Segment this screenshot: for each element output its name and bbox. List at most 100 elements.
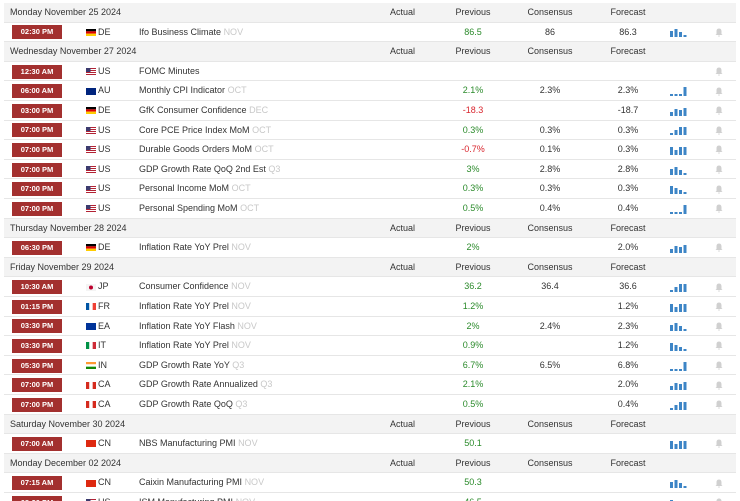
consensus: 6.5% — [539, 359, 561, 370]
event-title: Durable Goods Orders MoM — [139, 144, 253, 155]
country: DE — [98, 242, 111, 253]
bell-icon[interactable] — [715, 165, 723, 174]
event-period: NOV — [231, 301, 251, 311]
event-row: 07:00 PM US Durable Goods Orders MoM OCT -0… — [4, 140, 736, 160]
event-name: FOMC Minutes — [139, 62, 200, 82]
previous: 1.2% — [462, 301, 484, 311]
forecast: 0.3% — [617, 124, 639, 135]
flag — [86, 185, 96, 193]
consensus: 36.4 — [541, 281, 559, 292]
event-period: Q3 — [268, 163, 281, 174]
forecast: 36.6 — [619, 281, 637, 292]
mini-chart — [670, 146, 687, 155]
event-row: 12:30 AM US FOMC Minutes — [4, 62, 736, 82]
consensus: 2.8% — [539, 163, 561, 174]
bell-icon[interactable] — [715, 185, 723, 194]
country: DE — [98, 26, 111, 37]
country: CN — [98, 438, 111, 449]
event-row: 03:30 PM EA Inflation Rate YoY Flash NOV 2%… — [4, 317, 736, 337]
country: FR — [98, 301, 110, 311]
column-header: Actual — [390, 46, 416, 57]
bell-icon[interactable] — [715, 204, 723, 213]
column-header: Forecast — [610, 261, 646, 272]
event-title: GDP Growth Rate YoY — [139, 359, 230, 370]
column-header: Actual — [390, 222, 416, 233]
event-period: NOV — [244, 477, 265, 488]
bell-icon[interactable] — [715, 28, 723, 37]
event-name: GDP Growth Rate Annualized Q3 — [139, 375, 272, 395]
bell-icon[interactable] — [715, 400, 723, 409]
mini-chart — [670, 323, 687, 332]
consensus: 0.3% — [539, 183, 561, 194]
event-name: Personal Spending MoM OCT — [139, 199, 259, 219]
event-name: Inflation Rate YoY Flash NOV — [139, 317, 257, 337]
event-row: 07:00 PM CA GDP Growth Rate QoQ Q3 0.5% 0.4% — [4, 395, 736, 415]
bell-icon[interactable] — [715, 498, 723, 501]
event-row: 07:00 PM CA GDP Growth Rate Annualized Q3 2… — [4, 375, 736, 395]
bell-icon[interactable] — [715, 322, 723, 331]
time-badge: 07:00 PM — [12, 201, 62, 216]
forecast: 0.4% — [617, 399, 639, 409]
bell-icon[interactable] — [715, 302, 723, 311]
event-title: GDP Growth Rate QoQ — [139, 399, 233, 409]
consensus: 0.3% — [539, 124, 561, 135]
event-name: ISM Manufacturing PMI NOV — [139, 493, 255, 501]
event-name: NBS Manufacturing PMI NOV — [139, 434, 258, 454]
forecast: 2.3% — [617, 320, 639, 331]
event-row: 07:00 PM US GDP Growth Rate QoQ 2nd Est Q3… — [4, 160, 736, 180]
bell-icon[interactable] — [715, 87, 723, 96]
mini-chart — [670, 361, 687, 371]
bell-icon[interactable] — [715, 243, 723, 253]
event-title: Inflation Rate YoY Prel — [139, 340, 229, 351]
country: DE — [98, 105, 111, 115]
event-row: 03:30 PM IT Inflation Rate YoY Prel NOV 0.9… — [4, 336, 736, 356]
bell-icon[interactable] — [715, 381, 723, 390]
bell-icon[interactable] — [715, 283, 723, 292]
mini-chart — [670, 204, 687, 214]
forecast: 1.2% — [617, 301, 639, 311]
event-period: OCT — [254, 144, 274, 155]
event-title: Ifo Business Climate — [139, 26, 222, 37]
day-header: Monday December 02 2024 Actual Previous Con… — [4, 453, 736, 474]
bell-icon[interactable] — [715, 126, 723, 135]
bell-icon[interactable] — [715, 439, 723, 449]
event-period: NOV — [236, 497, 256, 501]
day-header: Monday November 25 2024 Actual Previous Con… — [4, 3, 736, 23]
day-date: Wednesday November 27 2024 — [10, 46, 137, 57]
previous: 6.7% — [462, 359, 484, 370]
previous: 2.1% — [462, 85, 484, 96]
flag — [86, 87, 96, 95]
previous: 0.5% — [462, 399, 484, 409]
bell-icon[interactable] — [715, 106, 723, 115]
column-header: Previous — [455, 261, 491, 272]
time-badge: 07:00 PM — [12, 123, 62, 138]
flag — [86, 342, 96, 350]
previous: 36.2 — [464, 281, 482, 292]
bell-icon[interactable] — [715, 145, 723, 155]
flag — [86, 283, 96, 291]
event-title: Caixin Manufacturing PMI — [139, 477, 243, 488]
forecast: 6.8% — [617, 359, 639, 370]
bell-icon[interactable] — [715, 361, 723, 370]
bell-icon[interactable] — [715, 341, 723, 351]
event-name: Core PCE Price Index MoM OCT — [139, 121, 271, 141]
country: AU — [98, 85, 111, 96]
country: US — [98, 203, 111, 213]
column-header: Actual — [390, 418, 416, 429]
forecast: -18.7 — [617, 105, 639, 115]
previous: 0.5% — [462, 203, 484, 213]
time-badge: 07:00 PM — [12, 182, 62, 197]
time-badge: 07:00 PM — [12, 162, 62, 177]
time-badge: 07:15 AM — [12, 476, 62, 491]
consensus: 86 — [544, 26, 556, 37]
mini-chart — [670, 401, 687, 410]
event-title: FOMC Minutes — [139, 65, 200, 76]
forecast: 0.4% — [617, 203, 639, 213]
consensus: 2.4% — [539, 320, 561, 331]
time-badge: 07:00 PM — [12, 397, 62, 412]
event-title: Inflation Rate YoY Prel — [139, 301, 229, 311]
bell-icon[interactable] — [715, 479, 723, 488]
day-date: Monday December 02 2024 — [10, 457, 122, 468]
bell-icon[interactable] — [715, 67, 723, 76]
flag — [86, 479, 96, 487]
